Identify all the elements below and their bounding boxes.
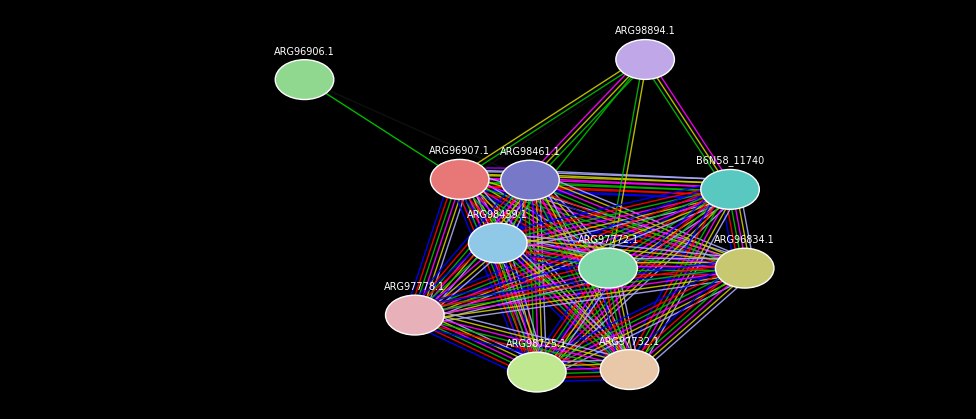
Text: ARG97778.1: ARG97778.1 <box>385 282 445 292</box>
Text: ARG96906.1: ARG96906.1 <box>274 47 335 57</box>
Ellipse shape <box>468 223 527 263</box>
Ellipse shape <box>430 159 489 199</box>
Ellipse shape <box>579 248 637 288</box>
Text: ARG98461.1: ARG98461.1 <box>500 147 560 157</box>
Text: ARG98459.1: ARG98459.1 <box>468 210 528 220</box>
Text: ARG98894.1: ARG98894.1 <box>615 26 675 36</box>
Ellipse shape <box>616 39 674 80</box>
Ellipse shape <box>715 248 774 288</box>
Text: B6N58_11740: B6N58_11740 <box>696 155 764 166</box>
Ellipse shape <box>275 60 334 99</box>
Ellipse shape <box>600 349 659 390</box>
Text: ARG96834.1: ARG96834.1 <box>714 235 775 245</box>
Ellipse shape <box>701 169 759 209</box>
Ellipse shape <box>508 352 566 392</box>
Text: ARG96907.1: ARG96907.1 <box>429 146 490 156</box>
Ellipse shape <box>501 160 559 200</box>
Ellipse shape <box>386 295 444 335</box>
Text: ARG98725.1: ARG98725.1 <box>507 339 567 349</box>
Text: ARG97772.1: ARG97772.1 <box>578 235 638 245</box>
Text: ARG97732.1: ARG97732.1 <box>599 336 660 347</box>
